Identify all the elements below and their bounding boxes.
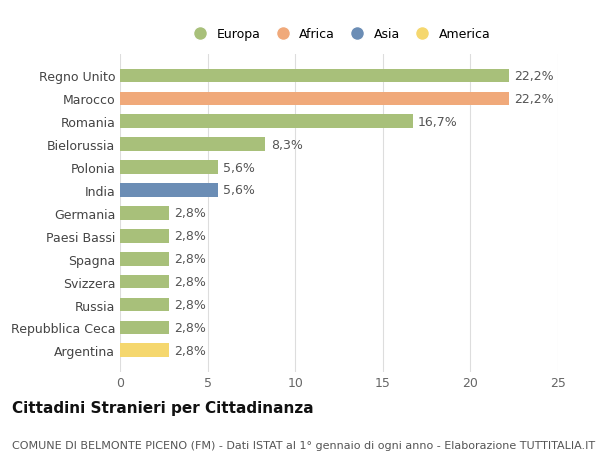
Bar [120,321,169,335]
Bar [120,252,169,266]
Text: 5,6%: 5,6% [223,184,255,197]
Bar [120,184,218,197]
Bar [120,69,509,83]
Text: 2,8%: 2,8% [175,344,206,357]
Bar [120,161,218,174]
Text: 22,2%: 22,2% [514,70,554,83]
Text: 8,3%: 8,3% [271,139,302,151]
Text: 2,8%: 2,8% [175,252,206,266]
Text: 2,8%: 2,8% [175,207,206,220]
Text: Cittadini Stranieri per Cittadinanza: Cittadini Stranieri per Cittadinanza [12,400,314,415]
Bar [120,275,169,289]
Text: 2,8%: 2,8% [175,321,206,334]
Bar [120,298,169,312]
Bar [120,138,265,152]
Bar [120,92,509,106]
Text: 2,8%: 2,8% [175,298,206,311]
Text: 2,8%: 2,8% [175,230,206,243]
Text: COMUNE DI BELMONTE PICENO (FM) - Dati ISTAT al 1° gennaio di ogni anno - Elabora: COMUNE DI BELMONTE PICENO (FM) - Dati IS… [12,440,595,450]
Legend: Europa, Africa, Asia, America: Europa, Africa, Asia, America [182,23,496,46]
Text: 16,7%: 16,7% [418,116,458,129]
Bar [120,344,169,358]
Text: 5,6%: 5,6% [223,161,255,174]
Text: 22,2%: 22,2% [514,93,554,106]
Bar [120,207,169,220]
Text: 2,8%: 2,8% [175,275,206,288]
Bar [120,115,413,129]
Bar [120,230,169,243]
